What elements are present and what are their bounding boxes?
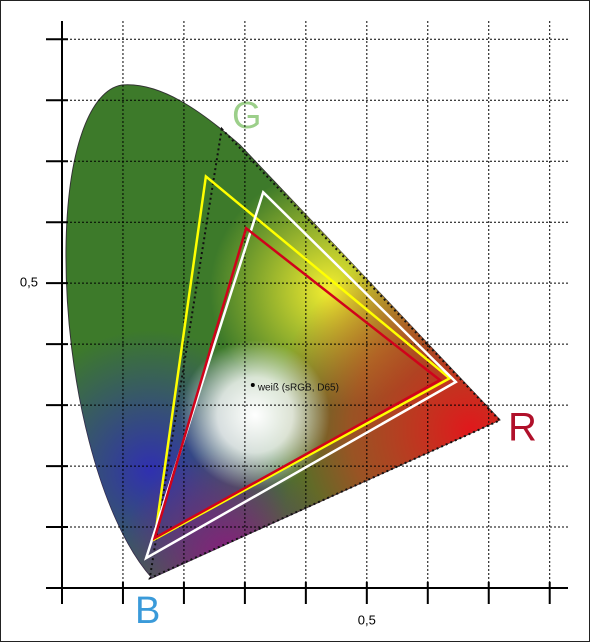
y-tick-label: 0,5: [20, 275, 38, 290]
annotation-g: G: [232, 95, 262, 137]
gamut-triangle: [152, 226, 443, 541]
gamut-triangle: [153, 174, 452, 542]
white-point-label: weiß (sRGB, D65): [257, 383, 339, 394]
x-tick-label: 0,5: [358, 612, 376, 627]
annotation-b: B: [135, 590, 160, 632]
annotation-r: R: [508, 406, 537, 450]
gamut-triangle: [148, 126, 502, 580]
white-point: [250, 382, 255, 387]
spectral-locus: [65, 84, 501, 579]
gamut-triangle: [143, 190, 458, 561]
